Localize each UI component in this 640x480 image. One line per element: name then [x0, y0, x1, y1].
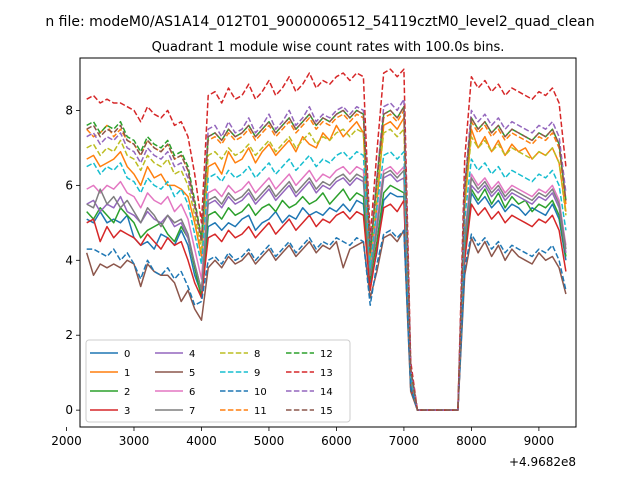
x-tick-label: 6000 — [321, 434, 352, 448]
y-tick-label: 6 — [65, 178, 73, 192]
series-line-14 — [86, 98, 567, 411]
plot-area — [79, 57, 577, 428]
chart-title: Quadrant 1 module wise count rates with … — [152, 40, 505, 55]
legend-label-15: 15 — [320, 406, 333, 417]
x-tick-label: 4000 — [186, 434, 217, 448]
x-tick-label: 2000 — [51, 434, 82, 448]
legend-label-6: 6 — [189, 387, 195, 398]
x-tick-label: 5000 — [254, 434, 285, 448]
y-axis: 0 2 4 6 8 — [65, 103, 80, 417]
legend-label-11: 11 — [254, 406, 267, 417]
y-tick-label: 2 — [65, 328, 73, 342]
y-tick-label: 0 — [65, 403, 73, 417]
plot-frame — [79, 57, 577, 428]
series-group — [85, 68, 567, 411]
x-tick-label: 8000 — [456, 434, 487, 448]
legend-label-3: 3 — [124, 406, 130, 417]
legend-label-9: 9 — [254, 368, 260, 379]
x-offset-label: +4.9682e8 — [509, 455, 576, 469]
legend-label-5: 5 — [189, 368, 195, 379]
series-line-6 — [86, 165, 567, 411]
legend-label-10: 10 — [254, 387, 267, 398]
legend-label-1: 1 — [124, 368, 130, 379]
y-tick-label: 8 — [65, 103, 73, 117]
series-line-0 — [86, 192, 567, 411]
y-tick-label: 4 — [65, 253, 73, 267]
legend-label-4: 4 — [189, 349, 195, 360]
legend-label-0: 0 — [124, 349, 130, 360]
x-tick-label: 7000 — [389, 434, 420, 448]
series-line-9 — [86, 150, 567, 411]
x-tick-label: 3000 — [119, 434, 150, 448]
series-line-3 — [86, 199, 567, 411]
legend-label-8: 8 — [254, 349, 260, 360]
series-line-8 — [86, 128, 567, 411]
legend-frame — [85, 339, 351, 423]
series-line-10 — [86, 229, 567, 411]
series-line-2 — [86, 184, 567, 411]
figure-suptitle: n file: modeM0/AS1A14_012T01_9000006512_… — [45, 14, 594, 30]
series-line-7 — [86, 169, 567, 411]
x-axis: 2000 3000 4000 5000 6000 7000 8000 9000 — [51, 427, 554, 448]
legend-label-14: 14 — [320, 387, 333, 398]
series-line-13 — [86, 68, 567, 411]
legend-label-12: 12 — [320, 349, 333, 360]
legend-label-13: 13 — [320, 368, 333, 379]
x-tick-label: 9000 — [524, 434, 555, 448]
series-line-15 — [86, 105, 567, 411]
series-line-5 — [85, 229, 567, 411]
legend-label-2: 2 — [124, 387, 130, 398]
legend-label-7: 7 — [189, 406, 195, 417]
